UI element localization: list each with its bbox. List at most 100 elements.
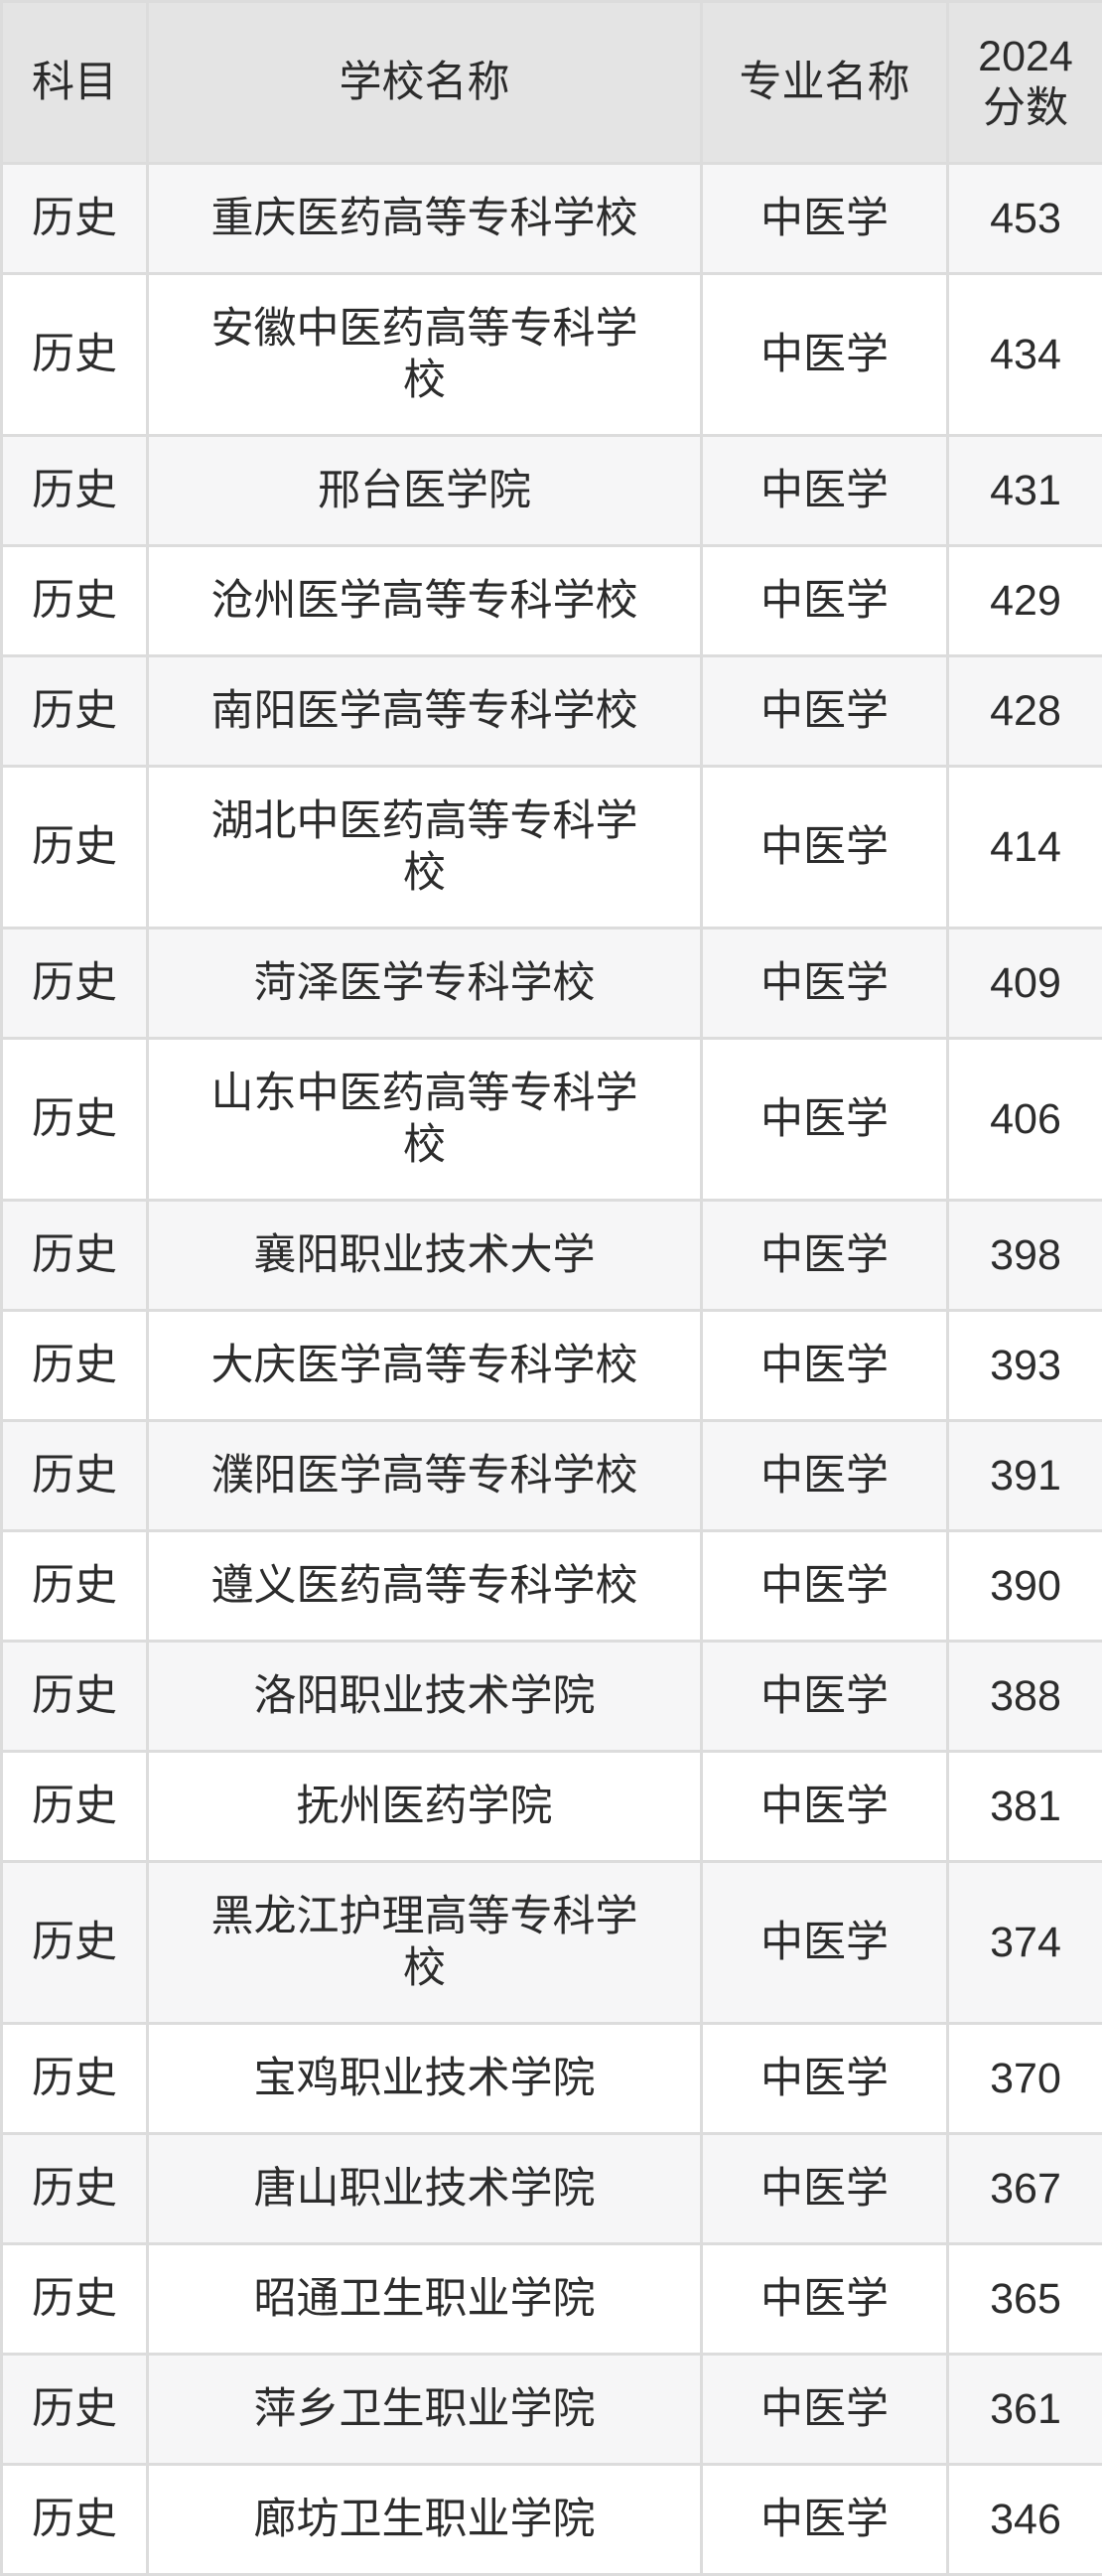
school-name-cell: 湖北中医药高等专科学校: [148, 767, 702, 929]
score-cell: 406: [948, 1039, 1102, 1201]
table-row: 历史 南阳医学高等专科学校 中医学 428: [2, 656, 1102, 767]
table-row: 历史 山东中医药高等专科学校 中医学 406: [2, 1039, 1102, 1201]
score-cell: 414: [948, 767, 1102, 929]
school-name-cell: 昭通卫生职业学院: [148, 2244, 702, 2355]
table-row: 历史 洛阳职业技术学院 中医学 388: [2, 1642, 1102, 1752]
table-row: 历史 黑龙江护理高等专科学校 中医学 374: [2, 1862, 1102, 2024]
subject-cell: 历史: [2, 1531, 148, 1642]
header-subject: 科目: [2, 2, 148, 164]
school-name-cell: 山东中医药高等专科学校: [148, 1039, 702, 1201]
major-name-cell: 中医学: [702, 436, 948, 546]
school-name-cell: 安徽中医药高等专科学校: [148, 274, 702, 436]
school-name-cell: 唐山职业技术学院: [148, 2134, 702, 2244]
school-name-cell: 萍乡卫生职业学院: [148, 2355, 702, 2465]
score-cell: 431: [948, 436, 1102, 546]
subject-cell: 历史: [2, 1039, 148, 1201]
table-row: 历史 邢台医学院 中医学 431: [2, 436, 1102, 546]
table-row: 历史 湖北中医药高等专科学校 中医学 414: [2, 767, 1102, 929]
major-name-cell: 中医学: [702, 1642, 948, 1752]
subject-cell: 历史: [2, 1421, 148, 1531]
score-cell: 365: [948, 2244, 1102, 2355]
subject-cell: 历史: [2, 2244, 148, 2355]
score-cell: 398: [948, 1201, 1102, 1311]
school-name-cell: 遵义医药高等专科学校: [148, 1531, 702, 1642]
score-cell: 453: [948, 164, 1102, 274]
major-name-cell: 中医学: [702, 1421, 948, 1531]
subject-cell: 历史: [2, 767, 148, 929]
table-row: 历史 萍乡卫生职业学院 中医学 361: [2, 2355, 1102, 2465]
subject-cell: 历史: [2, 1862, 148, 2024]
table-row: 历史 唐山职业技术学院 中医学 367: [2, 2134, 1102, 2244]
subject-cell: 历史: [2, 1752, 148, 1862]
score-cell: 434: [948, 274, 1102, 436]
score-cell: 346: [948, 2465, 1102, 2575]
major-name-cell: 中医学: [702, 1039, 948, 1201]
major-name-cell: 中医学: [702, 1201, 948, 1311]
subject-cell: 历史: [2, 1642, 148, 1752]
school-name-cell: 廊坊卫生职业学院: [148, 2465, 702, 2575]
major-name-cell: 中医学: [702, 274, 948, 436]
header-2024-score: 2024分数: [948, 2, 1102, 164]
score-cell: 388: [948, 1642, 1102, 1752]
subject-cell: 历史: [2, 1201, 148, 1311]
score-cell: 367: [948, 2134, 1102, 2244]
school-name-cell: 黑龙江护理高等专科学校: [148, 1862, 702, 2024]
score-cell: 370: [948, 2024, 1102, 2134]
subject-cell: 历史: [2, 546, 148, 656]
subject-cell: 历史: [2, 274, 148, 436]
subject-cell: 历史: [2, 164, 148, 274]
score-cell: 409: [948, 929, 1102, 1039]
score-cell: 393: [948, 1311, 1102, 1421]
table-row: 历史 菏泽医学专科学校 中医学 409: [2, 929, 1102, 1039]
major-name-cell: 中医学: [702, 656, 948, 767]
subject-cell: 历史: [2, 656, 148, 767]
school-name-cell: 襄阳职业技术大学: [148, 1201, 702, 1311]
major-name-cell: 中医学: [702, 2355, 948, 2465]
major-name-cell: 中医学: [702, 2024, 948, 2134]
table-row: 历史 遵义医药高等专科学校 中医学 390: [2, 1531, 1102, 1642]
score-cell: 361: [948, 2355, 1102, 2465]
score-cell: 429: [948, 546, 1102, 656]
major-name-cell: 中医学: [702, 767, 948, 929]
major-name-cell: 中医学: [702, 1311, 948, 1421]
score-cell: 391: [948, 1421, 1102, 1531]
table-row: 历史 宝鸡职业技术学院 中医学 370: [2, 2024, 1102, 2134]
major-name-cell: 中医学: [702, 164, 948, 274]
subject-cell: 历史: [2, 2134, 148, 2244]
major-name-cell: 中医学: [702, 2244, 948, 2355]
major-name-cell: 中医学: [702, 1531, 948, 1642]
table-row: 历史 安徽中医药高等专科学校 中医学 434: [2, 274, 1102, 436]
table-body: 历史 重庆医药高等专科学校 中医学 453 历史 安徽中医药高等专科学校 中医学…: [2, 164, 1102, 2575]
subject-cell: 历史: [2, 2465, 148, 2575]
header-school-name: 学校名称: [148, 2, 702, 164]
table-row: 历史 重庆医药高等专科学校 中医学 453: [2, 164, 1102, 274]
school-name-cell: 重庆医药高等专科学校: [148, 164, 702, 274]
major-name-cell: 中医学: [702, 2465, 948, 2575]
school-name-cell: 邢台医学院: [148, 436, 702, 546]
table-row: 历史 襄阳职业技术大学 中医学 398: [2, 1201, 1102, 1311]
major-name-cell: 中医学: [702, 546, 948, 656]
subject-cell: 历史: [2, 2024, 148, 2134]
table-header-row: 科目 学校名称 专业名称 2024分数: [2, 2, 1102, 164]
school-name-cell: 濮阳医学高等专科学校: [148, 1421, 702, 1531]
major-name-cell: 中医学: [702, 2134, 948, 2244]
school-name-cell: 南阳医学高等专科学校: [148, 656, 702, 767]
table-row: 历史 抚州医药学院 中医学 381: [2, 1752, 1102, 1862]
major-name-cell: 中医学: [702, 1752, 948, 1862]
score-cell: 428: [948, 656, 1102, 767]
school-name-cell: 菏泽医学专科学校: [148, 929, 702, 1039]
school-name-cell: 抚州医药学院: [148, 1752, 702, 1862]
subject-cell: 历史: [2, 2355, 148, 2465]
table-row: 历史 濮阳医学高等专科学校 中医学 391: [2, 1421, 1102, 1531]
school-name-cell: 洛阳职业技术学院: [148, 1642, 702, 1752]
header-major-name: 专业名称: [702, 2, 948, 164]
table-row: 历史 沧州医学高等专科学校 中医学 429: [2, 546, 1102, 656]
subject-cell: 历史: [2, 1311, 148, 1421]
school-name-cell: 沧州医学高等专科学校: [148, 546, 702, 656]
score-cell: 390: [948, 1531, 1102, 1642]
score-cell: 381: [948, 1752, 1102, 1862]
table-header: 科目 学校名称 专业名称 2024分数: [2, 2, 1102, 164]
table-row: 历史 大庆医学高等专科学校 中医学 393: [2, 1311, 1102, 1421]
major-name-cell: 中医学: [702, 1862, 948, 2024]
